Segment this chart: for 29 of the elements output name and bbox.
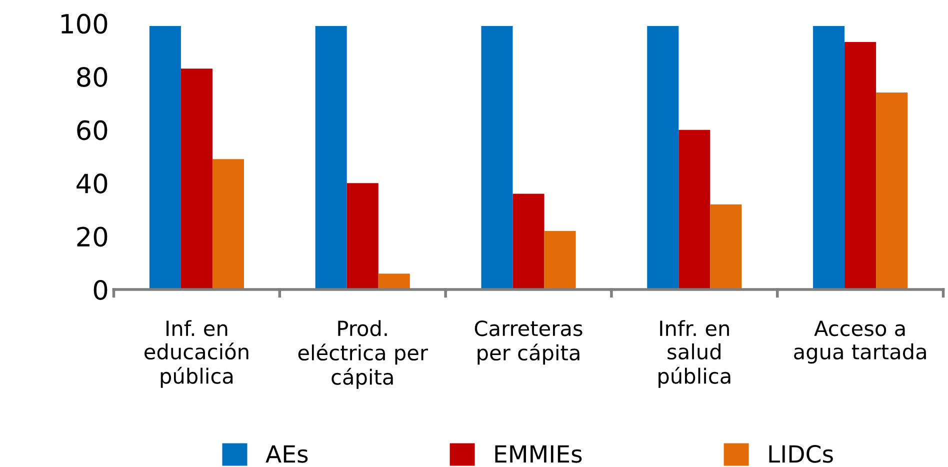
legend-label: LIDCs (769, 445, 833, 463)
bar (149, 26, 181, 290)
bar (378, 274, 410, 290)
bar (647, 26, 679, 290)
x-tick-label: Infr. en salud pública (658, 320, 730, 388)
bar (180, 68, 212, 290)
bar (844, 42, 876, 290)
bar (481, 26, 513, 290)
x-tick-label: Inf. en educación pública (144, 320, 248, 388)
bar (512, 194, 544, 290)
bar (544, 230, 576, 290)
y-tick-label: 0 (94, 280, 108, 300)
bar (813, 26, 845, 290)
x-tick-label: Prod. eléctrica per cápita (298, 320, 428, 389)
bar (876, 92, 908, 290)
bar (315, 26, 347, 290)
y-tick-label: 100 (61, 14, 108, 34)
bar (346, 183, 378, 290)
legend-label: EMMIEs (495, 445, 582, 463)
legend-label: AEs (266, 445, 308, 463)
bar (678, 130, 710, 290)
x-tick-label: Acceso a agua tartada (794, 320, 926, 364)
bar (710, 204, 742, 290)
y-tick-label: 60 (77, 120, 108, 140)
x-tick-label: Carreteras per cápita (474, 320, 582, 365)
y-tick-label: 40 (76, 174, 108, 194)
y-tick-label: 20 (77, 226, 108, 247)
y-tick-label: 80 (77, 67, 108, 87)
bar (212, 159, 244, 290)
